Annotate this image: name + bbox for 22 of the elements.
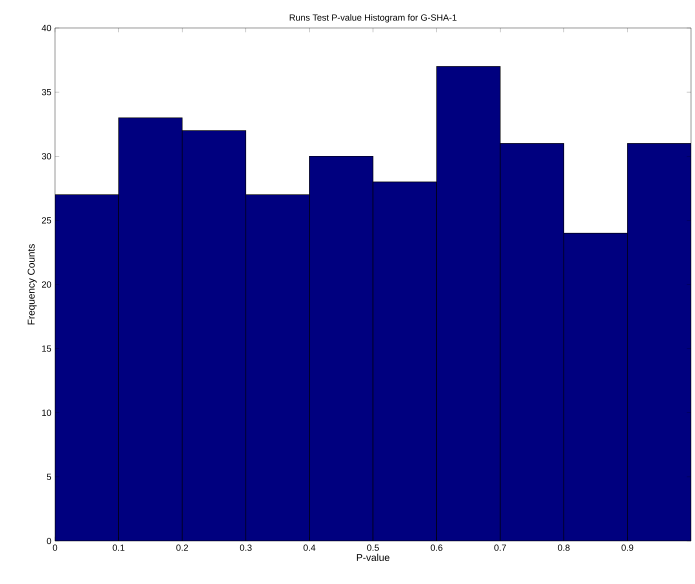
y-tick-label: 25 [42, 217, 52, 224]
x-tick-label: 0.5 [367, 544, 379, 551]
y-tick-label: 10 [42, 410, 52, 416]
x-tick-label: 0.1 [112, 544, 124, 551]
x-tick-label: 0.7 [494, 544, 506, 551]
y-tick-label: 5 [46, 474, 52, 480]
x-axis-title: P-value [356, 554, 390, 562]
y-tick-label: 15 [42, 345, 52, 352]
x-tick-label: 0.3 [240, 544, 252, 551]
y-tick-label: 30 [42, 153, 52, 160]
y-tick-label: 20 [42, 281, 52, 288]
x-tick-label: 0 [52, 544, 58, 551]
y-tick-label: 0 [46, 538, 52, 544]
x-tick-label: 0.9 [622, 544, 634, 551]
x-tick-label: 0.2 [176, 544, 188, 551]
x-tick-label: 0.4 [304, 544, 316, 551]
x-tick-label: 0.8 [558, 544, 570, 551]
y-axis-title: Frequency Counts [28, 244, 37, 324]
y-tick-label: 40 [42, 24, 52, 32]
y-tick-label: 35 [42, 88, 52, 96]
chart-title: Runs Test P-value Histogram for G-SHA-1 [290, 14, 457, 22]
x-tick-label: 0.6 [430, 544, 442, 551]
